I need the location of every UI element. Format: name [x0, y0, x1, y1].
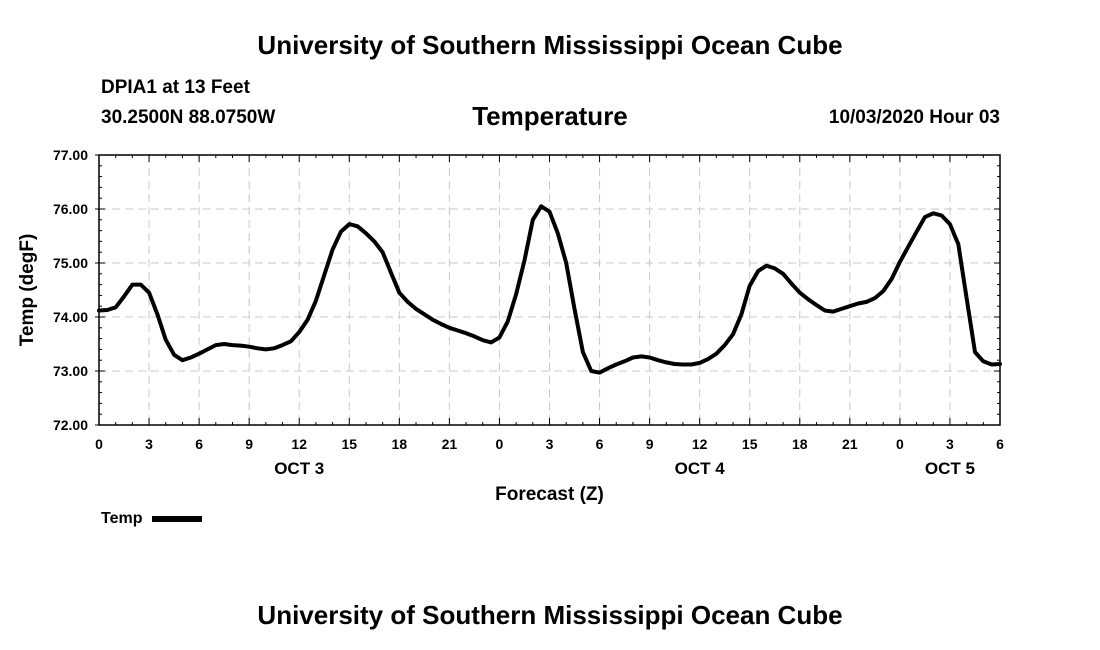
page-title: University of Southern Mississippi Ocean… [257, 30, 843, 60]
x-tick-label: 6 [596, 436, 604, 452]
station-label: DPIA1 at 13 Feet [101, 77, 250, 98]
x-tick-label: 0 [496, 436, 504, 452]
x-axis-label: Forecast (Z) [495, 484, 604, 505]
y-tick-label: 74.00 [53, 309, 88, 325]
forecast-datetime: 10/03/2020 Hour 03 [828, 107, 1000, 128]
x-tick-label: 12 [291, 436, 307, 452]
y-tick-label: 77.00 [53, 147, 88, 163]
x-tick-label: 3 [145, 436, 153, 452]
x-tick-label: 21 [442, 436, 458, 452]
y-tick-label: 72.00 [53, 417, 88, 433]
legend-label: Temp [101, 510, 143, 527]
y-tick-label: 76.00 [53, 201, 88, 217]
x-tick-label: 18 [792, 436, 808, 452]
x-tick-label: 12 [692, 436, 708, 452]
date-label: OCT 4 [675, 459, 726, 478]
legend-swatch [152, 516, 203, 522]
y-tick-label: 75.00 [53, 255, 88, 271]
footer-title: University of Southern Mississippi Ocean… [257, 600, 843, 630]
legend: Temp [101, 510, 203, 528]
x-tick-label: 15 [742, 436, 758, 452]
chart-title: Temperature [472, 101, 628, 131]
y-tick-label: 73.00 [53, 363, 88, 379]
date-label: OCT 3 [274, 459, 324, 478]
x-tick-label: 9 [646, 436, 654, 452]
series-line-temp [97, 204, 1002, 375]
x-tick-label: 21 [842, 436, 858, 452]
x-tick-label: 0 [95, 436, 103, 452]
x-tick-label: 0 [896, 436, 904, 452]
x-tick-label: 18 [392, 436, 408, 452]
x-tick-label: 6 [195, 436, 203, 452]
x-tick-label: 15 [341, 436, 357, 452]
y-axis-label: Temp (degF) [17, 234, 38, 347]
x-tick-label: 3 [546, 436, 554, 452]
x-tick-label: 6 [996, 436, 1004, 452]
x-tick-label: 9 [245, 436, 253, 452]
x-tick-label: 3 [946, 436, 954, 452]
station-coordinates: 30.2500N 88.0750W [101, 107, 276, 128]
date-label: OCT 5 [925, 459, 975, 478]
